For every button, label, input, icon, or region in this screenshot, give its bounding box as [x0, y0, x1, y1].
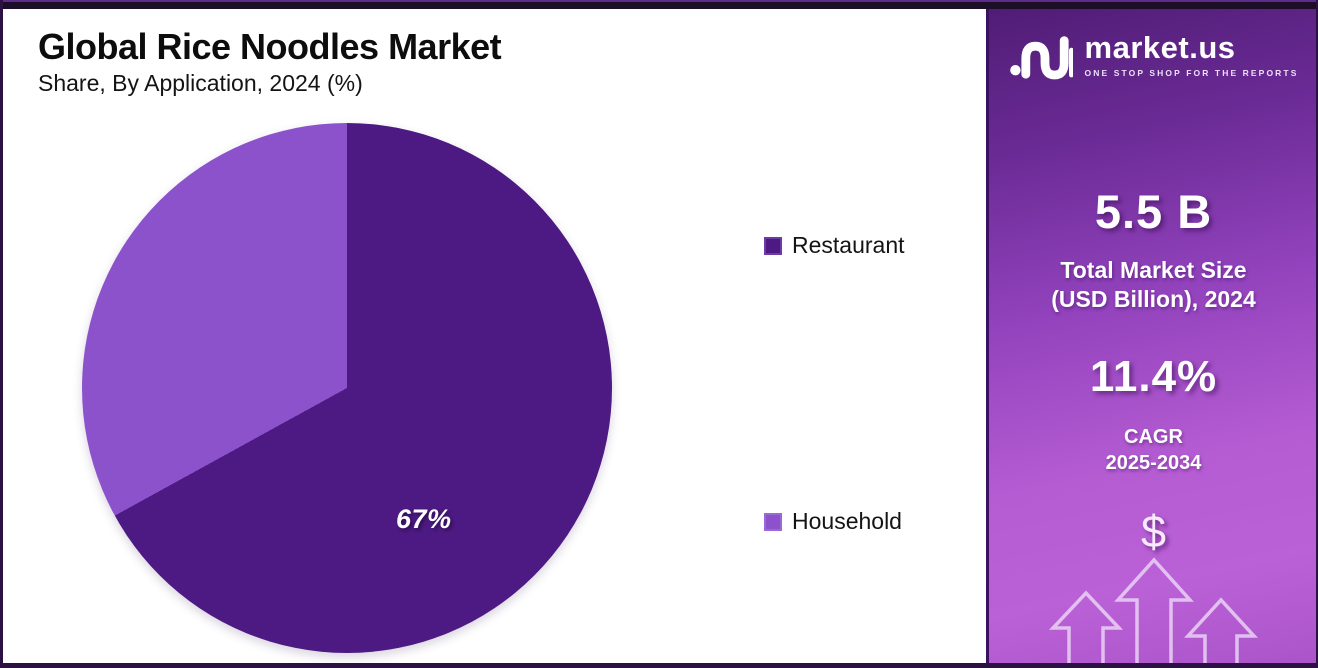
stat-cagr-caption: CAGR 2025-2034: [989, 424, 1318, 476]
legend-swatch-household: [764, 512, 782, 531]
marketus-logo-icon: [1009, 36, 1073, 80]
growth-arrows-icon: [1048, 557, 1258, 663]
stat-caption-line: (USD Billion), 2024: [1051, 285, 1256, 312]
right-border: [1316, 0, 1318, 668]
stat-caption-line: CAGR: [1124, 426, 1183, 448]
dollar-icon: $: [1140, 506, 1167, 557]
chart-area: Global Rice Noodles Market Share, By App…: [38, 26, 905, 653]
legend-label: Restaurant: [792, 232, 905, 258]
brand-sidebar: market.us ONE STOP SHOP FOR THE REPORTS …: [986, 0, 1318, 668]
stat-market-size-caption: Total Market Size (USD Billion), 2024: [989, 256, 1318, 314]
legend-label: Household: [792, 508, 902, 534]
brand-logo: market.us ONE STOP SHOP FOR THE REPORTS: [989, 26, 1318, 84]
left-border: [0, 0, 3, 668]
brand-text: market.us ONE STOP SHOP FOR THE REPORTS: [1085, 32, 1299, 78]
legend-item-restaurant: Restaurant: [764, 232, 905, 259]
stat-caption-line: 2025-2034: [1105, 452, 1202, 474]
bottom-border: [0, 663, 1318, 668]
page-subtitle: Share, By Application, 2024 (%): [38, 70, 363, 96]
stat-caption-line: Total Market Size: [1060, 257, 1247, 283]
stat-cagr-value: 11.4%: [1089, 352, 1218, 401]
page-title: Global Rice Noodles Market: [38, 26, 502, 67]
legend-item-household: Household: [764, 508, 902, 535]
brand-tagline: ONE STOP SHOP FOR THE REPORTS: [1084, 67, 1299, 78]
legend-swatch-restaurant: [764, 236, 782, 255]
pie-chart: [82, 123, 612, 653]
pie-data-label: 67%: [396, 504, 452, 534]
top-border: [0, 0, 1318, 9]
stat-market-size-value: 5.5 B: [1094, 185, 1213, 238]
brand-name: market.us: [1084, 30, 1236, 66]
